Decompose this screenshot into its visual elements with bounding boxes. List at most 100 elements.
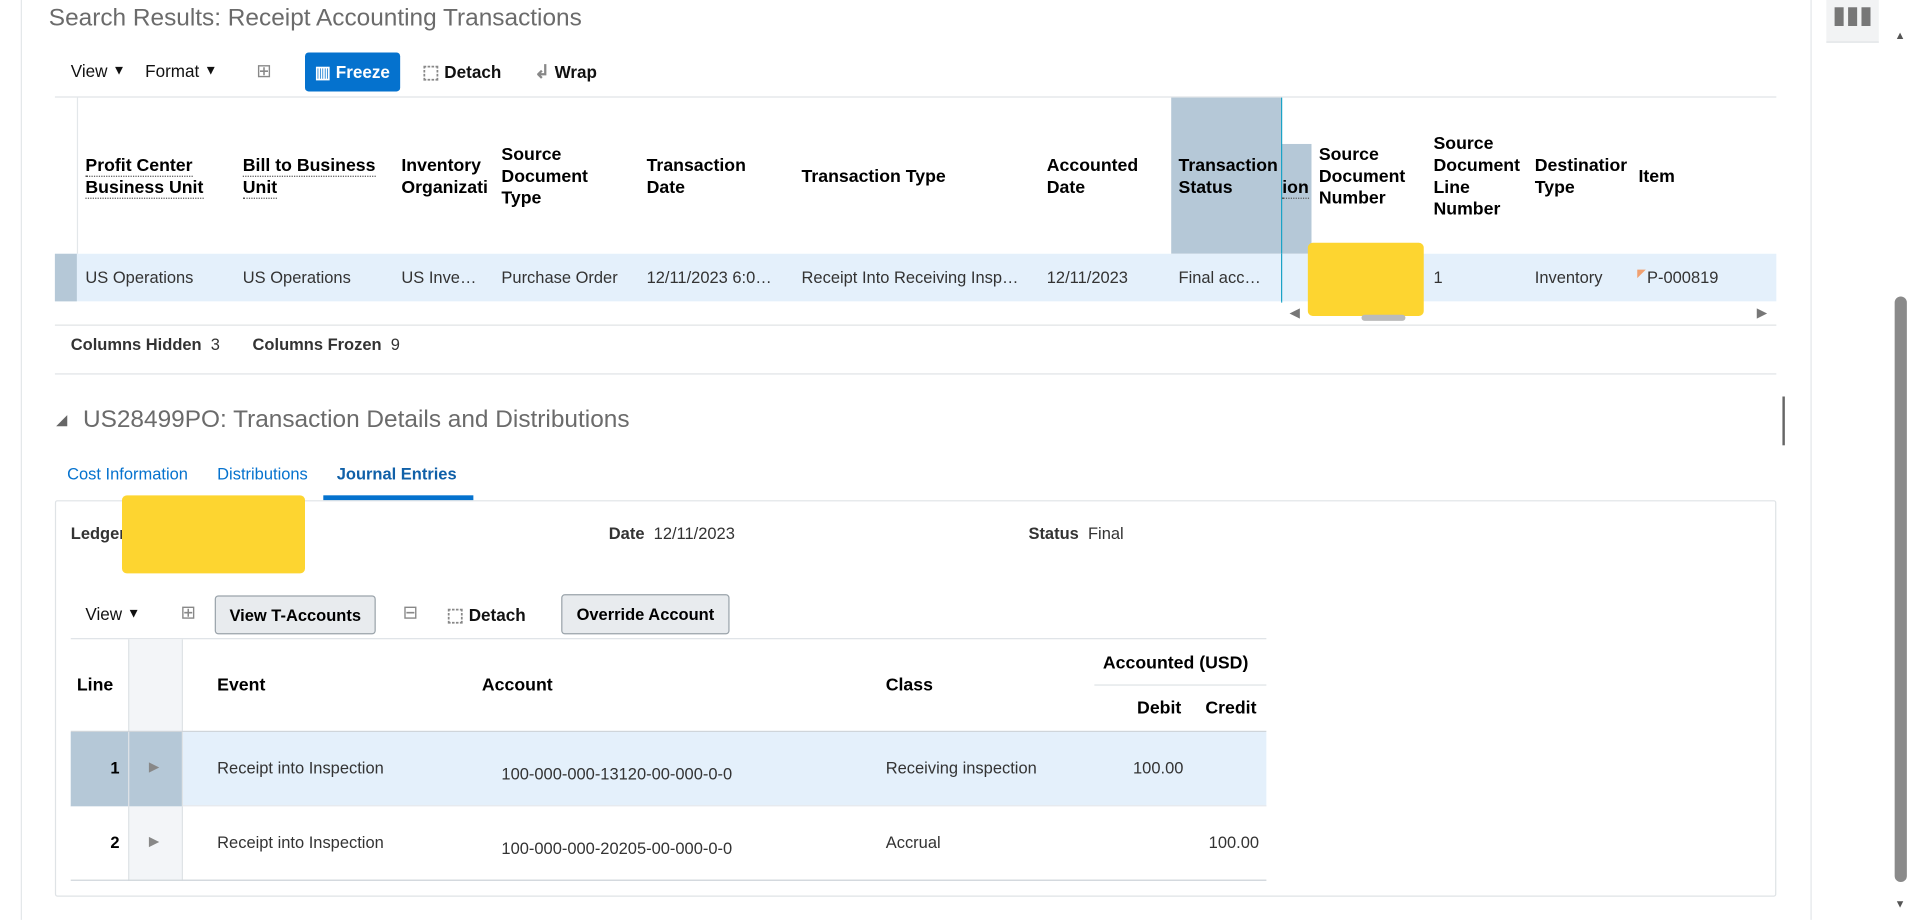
col-line[interactable]: Line: [76, 675, 114, 696]
format-label: Format: [145, 61, 200, 81]
page-title: Search Results: Receipt Accounting Trans…: [48, 4, 582, 32]
redacted-ledger: [122, 495, 305, 574]
col-hidden-partial[interactable]: ion: [1282, 178, 1309, 199]
journal-panel: [54, 500, 1777, 897]
row-selector[interactable]: [54, 253, 77, 302]
view-label: View: [85, 603, 123, 624]
wrap-label: Wrap: [554, 62, 597, 82]
format-menu[interactable]: Format ▼: [145, 61, 217, 81]
wrap-icon: ↲: [534, 62, 550, 83]
cell-destination-type: Inventory: [1534, 268, 1603, 287]
horizontal-scrollbar-thumb[interactable]: [1361, 314, 1406, 321]
columns-icon[interactable]: ⊞: [256, 61, 272, 82]
cell-credit: 100.00: [1208, 833, 1260, 852]
cell-profit-center: US Operations: [85, 268, 194, 287]
cell-line: 1: [110, 758, 120, 778]
col-inventory-org[interactable]: Inventory Organizati: [401, 156, 488, 198]
cell-account: 100-000-000-20205-00-000-0-0: [501, 839, 733, 858]
detach-button[interactable]: ⬚ Detach: [422, 61, 501, 83]
col-transaction-date[interactable]: Transaction Date: [646, 156, 746, 198]
left-frame: [0, 0, 22, 920]
cell-event: Receipt into Inspection: [217, 758, 384, 778]
tab-distributions[interactable]: Distributions: [217, 464, 308, 484]
chevron-down-icon: ▼: [112, 63, 126, 79]
date-field: Date 12/11/2023: [608, 524, 735, 543]
status-field: Status Final: [1028, 524, 1124, 543]
note-indicator-icon: [1637, 269, 1646, 279]
journal-view-menu[interactable]: View ▼: [85, 604, 140, 624]
detach-icon: ⬚: [446, 605, 464, 626]
cell-transaction-date: 12/11/2023 6:0…: [646, 268, 772, 287]
columns-icon[interactable]: ⊞: [180, 602, 196, 624]
col-source-doc-type[interactable]: Source Document Type: [501, 145, 588, 209]
freeze-icon: ▥: [314, 61, 331, 82]
detach-icon: ⬚: [422, 62, 440, 83]
col-account[interactable]: Account: [481, 675, 553, 696]
view-t-accounts-button[interactable]: View T-Accounts: [214, 595, 376, 635]
splitter[interactable]: [1782, 396, 1785, 446]
collapse-icon[interactable]: ◢: [56, 411, 68, 429]
view-menu[interactable]: View ▼: [71, 61, 126, 81]
cell-debit: 100.00: [1133, 758, 1184, 778]
col-event[interactable]: Event: [217, 675, 266, 696]
analytics-chart-icon[interactable]: ▮▮▮: [1826, 0, 1879, 43]
scroll-left-icon[interactable]: ◀: [1289, 306, 1300, 321]
view-label: View: [70, 61, 108, 81]
col-accounted-usd: Accounted (USD): [1102, 653, 1249, 674]
expand-row-icon[interactable]: ▶: [148, 760, 160, 775]
cell-accounted-date: 12/11/2023: [1046, 268, 1128, 287]
col-debit[interactable]: Debit: [1137, 699, 1182, 719]
vertical-scrollbar-thumb[interactable]: [1894, 296, 1907, 883]
redacted-source-doc-number: [1307, 242, 1424, 316]
details-title: US28499PO: Transaction Details and Distr…: [82, 406, 630, 434]
scroll-right-icon[interactable]: ▶: [1756, 306, 1768, 321]
ledger-label: Ledger: [70, 524, 126, 543]
selected-column-header: [1171, 97, 1281, 254]
cell-transaction-type: Receipt Into Receiving Insp…: [801, 268, 1019, 287]
col-credit[interactable]: Credit: [1205, 699, 1257, 719]
tab-cost-information[interactable]: Cost Information: [67, 464, 188, 484]
wrap-button[interactable]: ↲ Wrap: [534, 61, 597, 83]
cell-transaction-status: Final acc…: [1178, 268, 1261, 287]
cell-line: 2: [110, 833, 120, 852]
cell-source-doc-type: Purchase Order: [501, 268, 618, 287]
frozen-divider: [1281, 97, 1283, 303]
col-source-doc-number[interactable]: Source Document Number: [1318, 145, 1406, 209]
scroll-up-icon[interactable]: ▲: [1894, 29, 1906, 42]
freeze-label: Freeze: [335, 62, 390, 82]
cell-source-doc-line: 1: [1433, 268, 1443, 287]
detach-label: Detach: [444, 62, 502, 82]
table-row[interactable]: [54, 253, 1777, 302]
scroll-down-icon[interactable]: ▼: [1894, 897, 1906, 911]
cell-class: Accrual: [885, 833, 941, 852]
freeze-button[interactable]: ▥ Freeze: [305, 52, 400, 92]
col-transaction-type[interactable]: Transaction Type: [801, 167, 946, 187]
col-destination-type[interactable]: Destinatior Type: [1534, 156, 1628, 198]
col-accounted-date[interactable]: Accounted Date: [1046, 156, 1139, 198]
chevron-down-icon: ▼: [126, 606, 141, 621]
cell-class: Receiving inspection: [885, 758, 1037, 778]
tab-journal-entries[interactable]: Journal Entries: [336, 464, 457, 484]
query-by-example-icon[interactable]: ⊟: [402, 602, 418, 624]
journal-row[interactable]: [70, 806, 1267, 881]
override-account-button[interactable]: Override Account: [561, 594, 730, 635]
col-source-doc-line[interactable]: Source Document Line Number: [1433, 134, 1521, 220]
active-tab-indicator: [323, 495, 474, 501]
col-bill-to[interactable]: Bill to Business Unit: [242, 156, 376, 199]
col-item[interactable]: Item: [1638, 167, 1675, 187]
col-transaction-status[interactable]: Transaction Status: [1178, 156, 1278, 198]
journal-detach-button[interactable]: ⬚ Detach: [447, 604, 526, 626]
expand-row-icon[interactable]: ▶: [148, 834, 160, 850]
columns-frozen: Columns Frozen 9: [252, 335, 400, 354]
cell-bill-to: US Operations: [242, 268, 351, 287]
col-class[interactable]: Class: [885, 675, 933, 696]
cell-inventory-org: US Inve…: [401, 268, 477, 287]
journal-row[interactable]: [70, 732, 1267, 807]
detach-label: Detach: [468, 605, 526, 625]
cell-account: 100-000-000-13120-00-000-0-0: [501, 764, 733, 784]
cell-item[interactable]: P-000819: [1647, 268, 1719, 287]
col-profit-center[interactable]: Profit Center Business Unit: [85, 156, 204, 199]
columns-hidden: Columns Hidden 3: [70, 335, 220, 354]
chevron-down-icon: ▼: [204, 63, 218, 79]
